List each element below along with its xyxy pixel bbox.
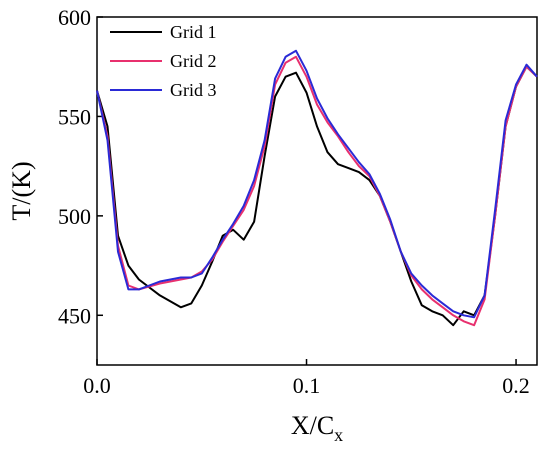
plot-frame [96, 16, 538, 366]
x-axis-label: X/Cx [291, 411, 343, 445]
x-tick-label: 0.2 [502, 373, 530, 398]
y-tick-label: 550 [58, 104, 91, 129]
y-axis-label: T/(K) [7, 161, 36, 220]
x-tick-label: 0.0 [83, 373, 111, 398]
plot-area-border [96, 16, 538, 366]
x-axis-label-subscript: x [334, 425, 343, 445]
series-lines [96, 49, 538, 327]
series-line-1 [96, 65, 538, 327]
x-axis-label-main: X/C [291, 411, 334, 440]
legend-label-1: Grid 1 [170, 22, 217, 42]
y-tick-label: 600 [58, 5, 91, 30]
x-tick-label: 0.1 [293, 373, 321, 398]
legend-label-2: Grid 2 [170, 51, 217, 71]
y-tick-label: 500 [58, 204, 91, 229]
series-line-3 [96, 49, 538, 319]
y-tick-label: 450 [58, 303, 91, 328]
legend: Grid 1 Grid 2 Grid 3 [110, 22, 217, 100]
legend-label-3: Grid 3 [170, 80, 217, 100]
axis-ticks: 0.0 0.1 0.2 450 500 550 600 [58, 5, 530, 398]
